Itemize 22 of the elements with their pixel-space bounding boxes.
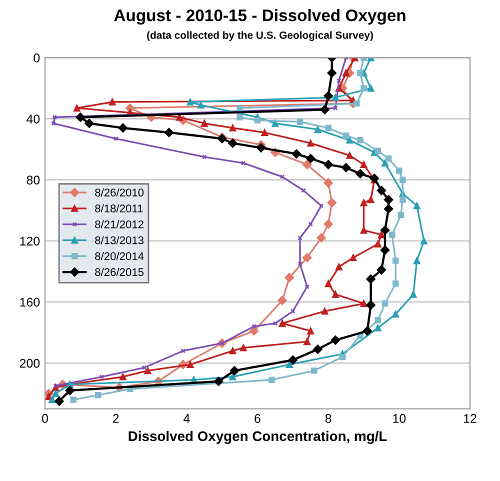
chart-subtitle: (data collected by the U.S. Geological Survey) [147,31,373,41]
x-tick-label: 4 [183,414,190,423]
legend-label: 8/18/2011 [95,204,143,212]
y-tick-label: 40 [26,114,40,124]
chart-title: August - 2010-15 - Dissolved Oxygen [114,9,406,25]
x-tick-label: 10 [393,414,406,423]
x-tick-label: 6 [254,414,260,423]
x-tick-label: 12 [464,414,476,423]
y-tick-label: 200 [20,358,40,368]
y-tick-label: 0 [34,54,40,62]
x-axis-title: Dissolved Oxygen Concentration, mg/L [128,430,387,444]
legend-label: 8/26/2015 [95,268,144,276]
y-tick-label: 80 [26,176,40,185]
legend-label: 8/20/2014 [95,252,144,260]
y-tick-label: 160 [20,298,40,307]
legend-label: 8/21/2012 [95,220,144,228]
y-tick-label: 120 [20,236,40,246]
legend-label: 8/13/2013 [95,236,144,244]
x-tick-label: 0 [42,414,48,423]
x-tick-label: 2 [112,414,119,423]
legend-label: 8/26/2010 [95,188,144,196]
x-tick-label: 8 [325,414,332,423]
